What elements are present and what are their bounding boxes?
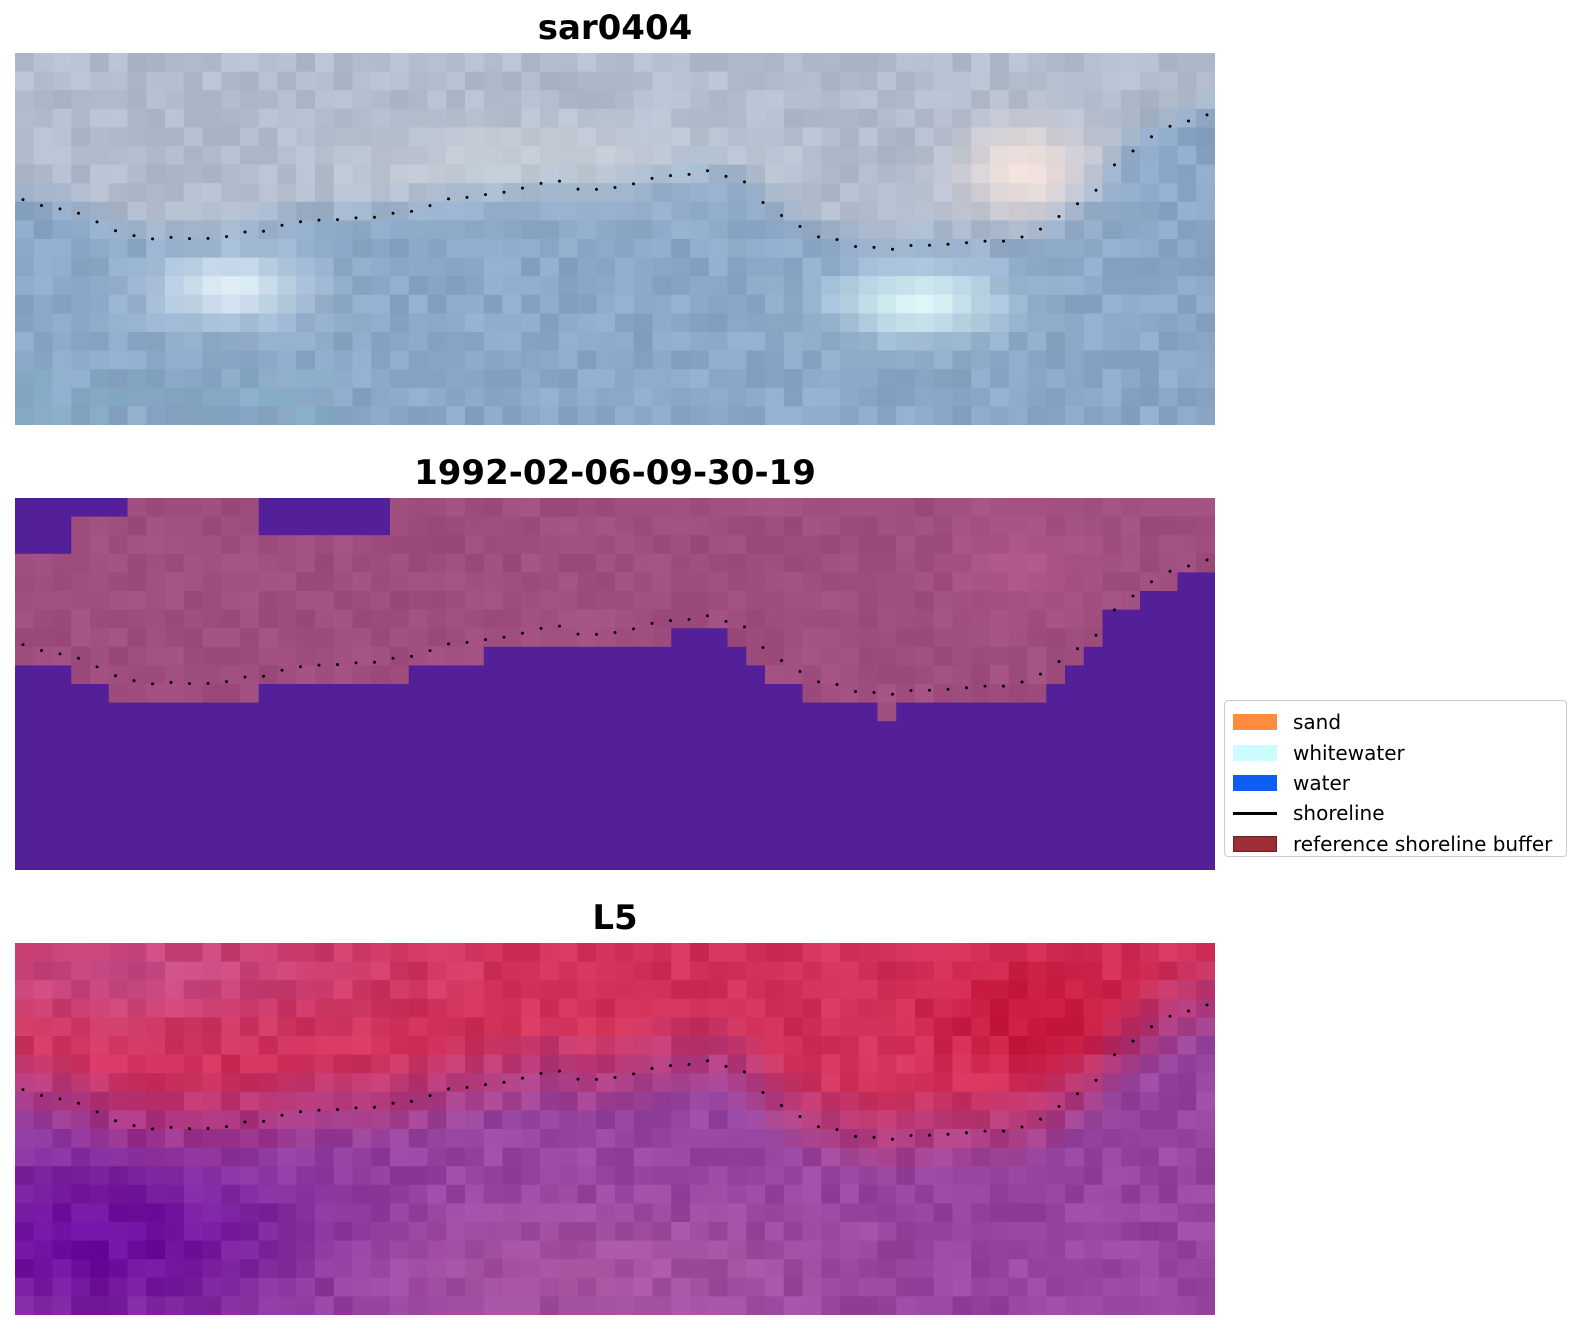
legend-item-sand: sand xyxy=(1233,707,1566,737)
sand-swatch xyxy=(1233,714,1277,731)
legend-label: shoreline xyxy=(1293,801,1385,826)
panel-title-classification: 1992-02-06-09-30-19 xyxy=(414,453,816,493)
legend-item-shoreline: shoreline xyxy=(1233,798,1566,828)
legend-label: whitewater xyxy=(1293,740,1405,765)
legend-label: reference shoreline buffer xyxy=(1293,831,1553,856)
shoreline-dots xyxy=(21,113,1209,251)
index-image xyxy=(15,943,1215,1315)
shoreline-dots xyxy=(21,1003,1209,1141)
panel-title-index: L5 xyxy=(592,898,638,938)
legend-label: water xyxy=(1293,770,1350,795)
shoreline-dots xyxy=(21,558,1209,696)
buffer-swatch xyxy=(1233,835,1277,852)
water-swatch xyxy=(1233,774,1277,791)
legend-label: sand xyxy=(1293,710,1342,735)
whitewater-swatch xyxy=(1233,744,1277,761)
shoreline-line-swatch xyxy=(1233,805,1277,821)
legend: sand whitewater water shoreline referenc… xyxy=(1224,700,1567,857)
rgb-satellite-image xyxy=(15,53,1215,425)
legend-item-water: water xyxy=(1233,768,1566,798)
legend-item-reference-buffer: reference shoreline buffer xyxy=(1233,829,1566,859)
legend-item-whitewater: whitewater xyxy=(1233,737,1566,767)
panel-title-rgb: sar0404 xyxy=(537,8,693,48)
classification-image xyxy=(15,498,1215,870)
